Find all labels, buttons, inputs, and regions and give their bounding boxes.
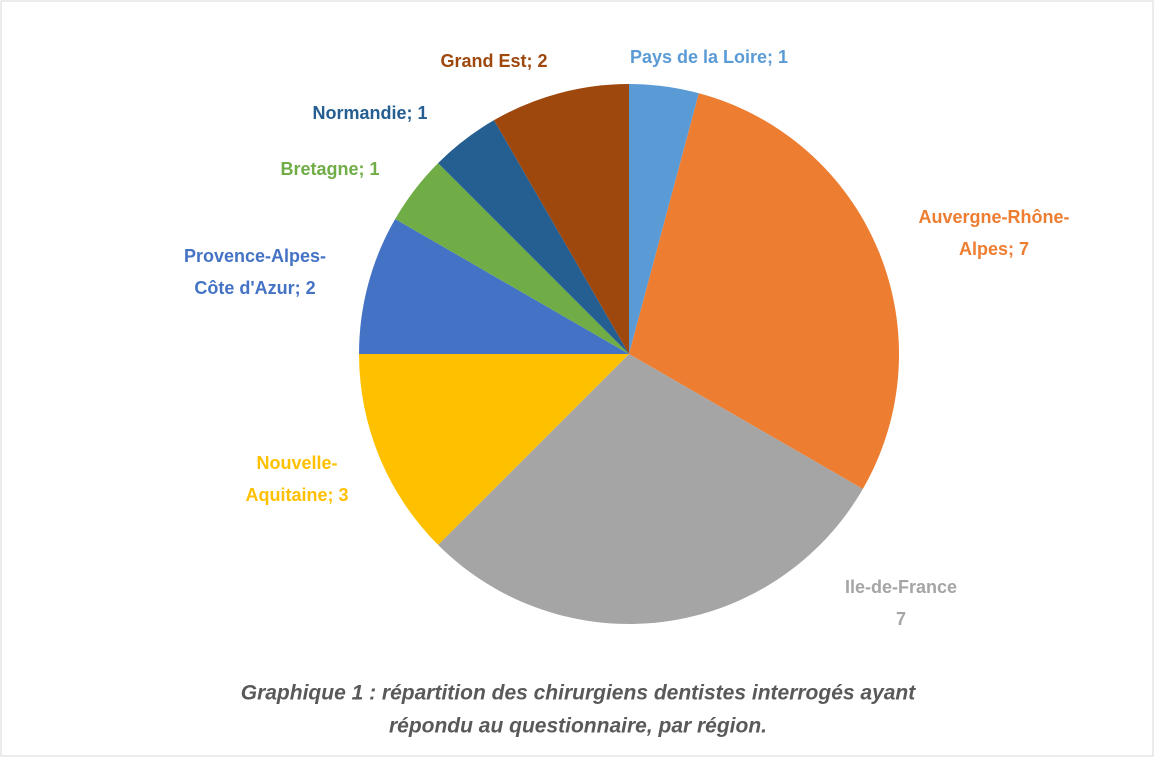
data-label-line: Normandie; 1 xyxy=(312,103,427,123)
pie-slice xyxy=(438,354,863,624)
pie-slice xyxy=(494,84,629,354)
data-label: Pays de la Loire; 1 xyxy=(630,47,788,67)
data-label: Ile-de-France 7 xyxy=(845,577,957,629)
pie-slice xyxy=(359,354,629,545)
pie-slice xyxy=(629,93,899,490)
data-label-line: Provence-Alpes- xyxy=(184,246,326,266)
data-label-line: 7 xyxy=(896,609,906,629)
pie-slice xyxy=(359,219,629,354)
data-label-line: Côte d'Azur; 2 xyxy=(194,278,315,298)
data-label-line: Pays de la Loire; 1 xyxy=(630,47,788,67)
data-label: Nouvelle- Aquitaine; 3 xyxy=(245,453,348,505)
data-label: Grand Est; 2 xyxy=(440,51,547,71)
data-label-line: Auvergne-Rhône- xyxy=(918,207,1069,227)
data-label: Normandie; 1 xyxy=(312,103,427,123)
pie-slice xyxy=(395,163,629,354)
data-label: Provence-Alpes- Côte d'Azur; 2 xyxy=(184,246,326,298)
data-label-line: Bretagne; 1 xyxy=(280,159,379,179)
data-label-line: Grand Est; 2 xyxy=(440,51,547,71)
data-label-line: Nouvelle- xyxy=(256,453,337,473)
data-label-line: Alpes; 7 xyxy=(959,239,1029,259)
pie-slice xyxy=(438,120,629,354)
data-label-line: Ile-de-France xyxy=(845,577,957,597)
data-label: Bretagne; 1 xyxy=(280,159,379,179)
data-label: Auvergne-Rhône- Alpes; 7 xyxy=(918,207,1069,259)
caption-line: Graphique 1 : répartition des chirurgien… xyxy=(241,682,916,705)
pie-slice xyxy=(629,84,699,354)
data-label-line: Aquitaine; 3 xyxy=(245,485,348,505)
caption-line: répondu au questionnaire, par région. xyxy=(389,715,767,738)
